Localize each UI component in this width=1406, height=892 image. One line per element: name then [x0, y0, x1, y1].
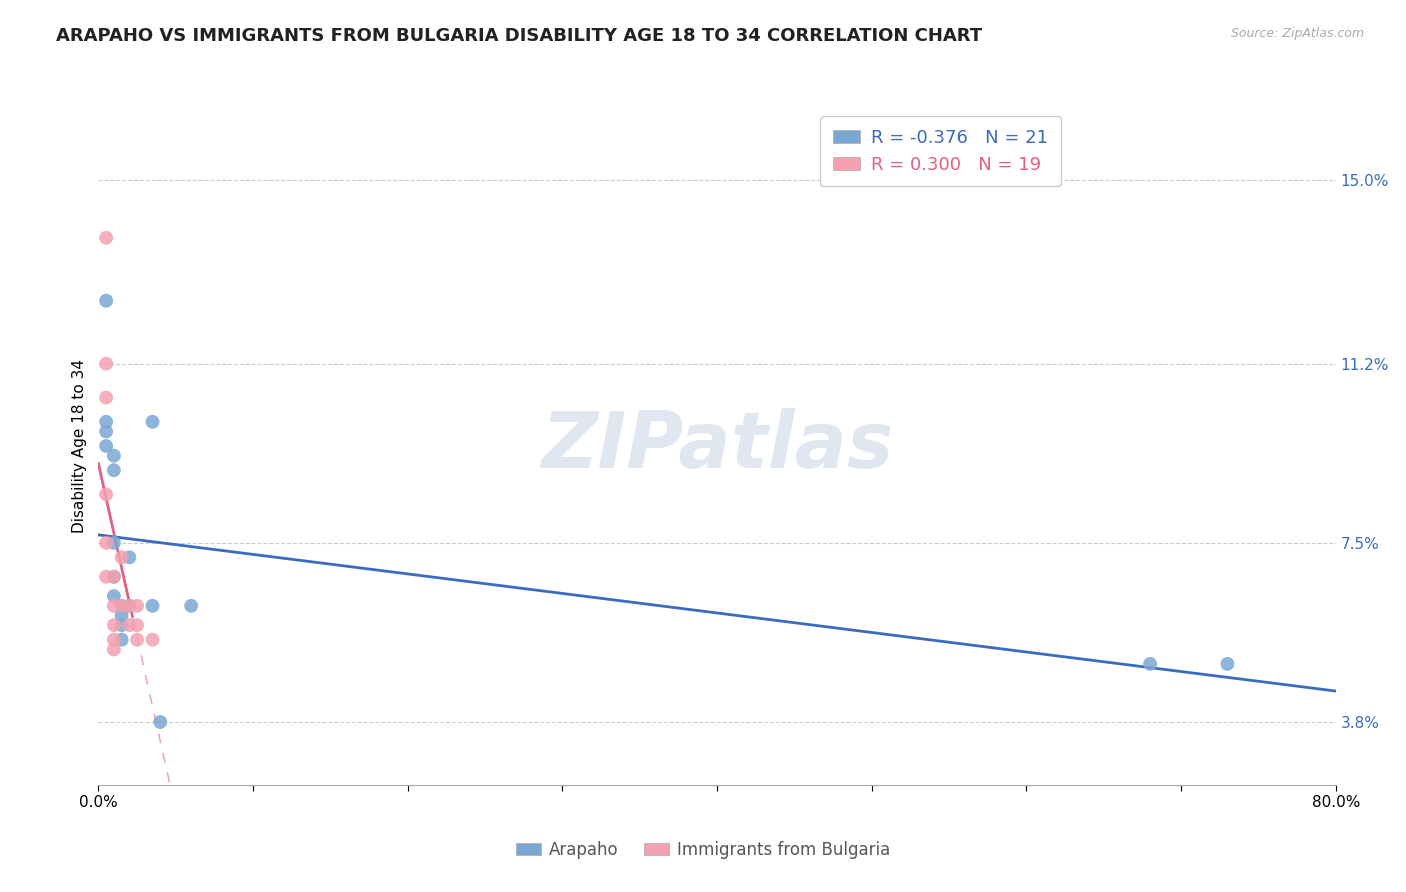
Point — [149, 714, 172, 729]
Point — [96, 570, 118, 584]
Point — [180, 599, 202, 613]
Point — [103, 463, 125, 477]
Point — [103, 599, 125, 613]
Text: ZIPatlas: ZIPatlas — [541, 408, 893, 484]
Point — [96, 439, 118, 453]
Point — [103, 632, 125, 647]
Point — [111, 618, 132, 632]
Point — [118, 550, 141, 565]
Point — [96, 425, 118, 439]
Point — [96, 536, 118, 550]
Point — [96, 357, 118, 371]
Legend: R = -0.376   N = 21, R = 0.300   N = 19: R = -0.376 N = 21, R = 0.300 N = 19 — [821, 116, 1060, 186]
Point — [96, 293, 118, 308]
Legend: Arapaho, Immigrants from Bulgaria: Arapaho, Immigrants from Bulgaria — [509, 835, 897, 866]
Text: Source: ZipAtlas.com: Source: ZipAtlas.com — [1230, 27, 1364, 40]
Point — [141, 415, 165, 429]
Point — [103, 642, 125, 657]
Point — [96, 415, 118, 429]
Point — [111, 599, 132, 613]
Point — [127, 618, 149, 632]
Point — [1139, 657, 1161, 671]
Point — [111, 550, 132, 565]
Point — [118, 599, 141, 613]
Point — [111, 599, 132, 613]
Text: ARAPAHO VS IMMIGRANTS FROM BULGARIA DISABILITY AGE 18 TO 34 CORRELATION CHART: ARAPAHO VS IMMIGRANTS FROM BULGARIA DISA… — [56, 27, 983, 45]
Point — [103, 449, 125, 463]
Point — [96, 487, 118, 501]
Point — [1216, 657, 1239, 671]
Point — [141, 632, 165, 647]
Point — [127, 632, 149, 647]
Y-axis label: Disability Age 18 to 34: Disability Age 18 to 34 — [72, 359, 87, 533]
Point — [96, 391, 118, 405]
Point — [118, 599, 141, 613]
Point — [111, 632, 132, 647]
Point — [127, 599, 149, 613]
Point — [141, 599, 165, 613]
Point — [111, 608, 132, 623]
Point — [103, 589, 125, 603]
Point — [118, 618, 141, 632]
Point — [103, 570, 125, 584]
Point — [96, 231, 118, 245]
Point — [103, 570, 125, 584]
Point — [103, 536, 125, 550]
Point — [103, 618, 125, 632]
